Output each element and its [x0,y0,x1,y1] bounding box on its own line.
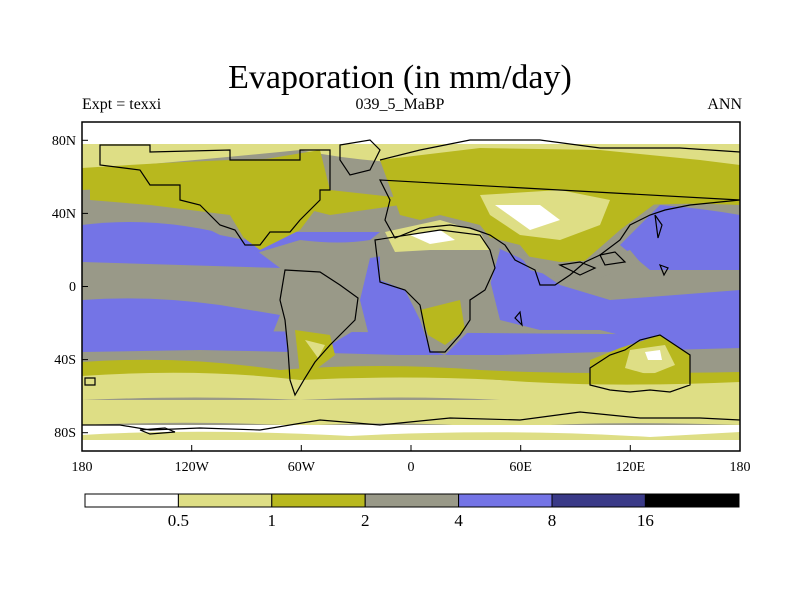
x-tick-label: 120W [175,460,210,475]
colorbar-swatch [177,493,273,508]
coast-antarctica [82,411,740,431]
chart-title: Evaporation (in mm/day) [228,59,572,96]
colorbar-swatch [271,493,366,508]
coast-antarctic-peninsula [139,427,176,435]
y-tick-label: 80S [54,426,76,441]
north-pacific-ocean-high [620,205,740,270]
x-tick-label: 0 [408,460,415,475]
colorbar [84,493,740,508]
axis-ticks [81,139,741,451]
colorbar-labels: 0.5 1 2 4 8 16 [168,511,654,530]
north-atlantic-ocean-high [82,221,280,268]
southern-africa-dry [420,300,465,345]
south-america-land [278,270,355,395]
season-label: ANN [707,96,742,113]
north-america-land [90,150,330,250]
coastlines [82,139,740,435]
period-label: 039_5_MaBP [355,96,445,113]
colorbar-swatch [84,493,179,508]
colorbar-label: 4 [454,511,463,530]
y-tick-label: 40N [52,207,76,222]
central-asia-desert [495,205,560,230]
x-tick-label: 180 [72,460,93,475]
x-tick-label: 60W [288,460,316,475]
x-tick-labels: 180 120W 60W 0 60E 120E 180 [72,460,751,475]
south-america-arid [305,340,325,358]
coast-north-america [99,144,331,246]
indonesia-land [520,250,640,278]
coast-south-america [279,269,359,397]
y-tick-label: 0 [69,280,76,295]
north-america-dry [150,205,245,240]
x-tick-label: 60E [509,460,532,475]
y-tick-labels: 80N 40N 0 40S 80S [52,134,76,441]
x-tick-label: 120E [616,460,646,475]
colorbar-label: 8 [548,511,557,530]
y-tick-label: 80N [52,134,76,149]
colorbar-label: 1 [268,511,277,530]
southern-ocean-green [82,359,740,385]
colorbar-swatch [364,493,460,508]
south-ocean-band-high [82,330,740,355]
sahara-core [410,230,455,244]
australia-core [645,350,662,360]
colorbar-label: 0.5 [168,511,189,530]
x-tick-label: 180 [730,460,751,475]
experiment-label: Expt = texxi [82,96,162,113]
coast-greenland [339,139,381,176]
evaporation-field [82,122,740,451]
indian-ocean-high [480,240,740,345]
colorbar-swatch [551,493,646,508]
southern-midlat-band [82,370,740,403]
colorbar-label: 2 [361,511,370,530]
coast-eurasia [379,139,740,286]
coast-africa [374,229,496,353]
colorbar-swatch [644,493,740,508]
coast-japan [654,214,669,277]
north-polar-band [82,122,740,144]
colorbar-swatch [458,493,553,508]
coast-patagonia-islands [84,377,96,386]
colorbar-label: 16 [637,511,654,530]
coast-australia [589,334,691,393]
coast-indonesia [514,251,627,327]
southern-pale-band [82,400,740,428]
y-tick-label: 40S [54,353,76,368]
